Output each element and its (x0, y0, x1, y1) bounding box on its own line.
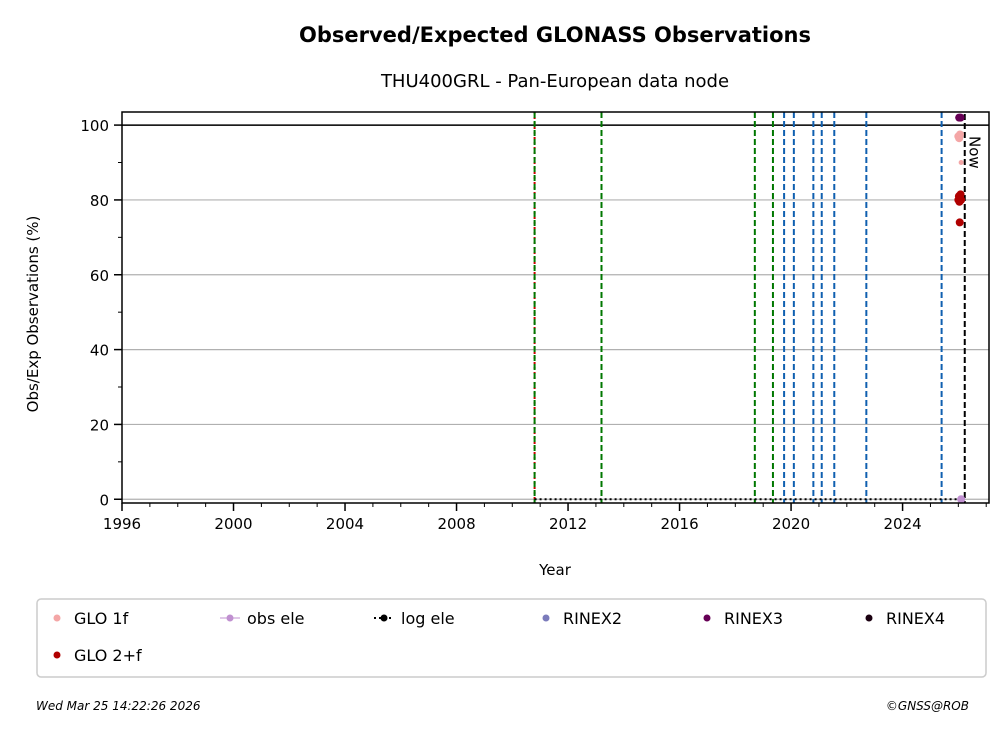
legend-marker (380, 614, 388, 622)
y-tick-label: 40 (90, 342, 109, 360)
legend-marker (703, 614, 711, 622)
legend-marker (53, 614, 61, 622)
legend-marker (542, 614, 550, 622)
x-axis-label: Year (538, 561, 572, 579)
y-tick-label: 0 (99, 491, 109, 509)
y-tick-label: 80 (90, 192, 109, 210)
legend-label: GLO 2+f (74, 646, 142, 665)
now-label: Now (966, 136, 984, 169)
legend-marker (53, 651, 61, 659)
y-tick-label: 100 (80, 117, 109, 135)
x-tick-label: 2016 (660, 515, 698, 533)
x-tick-label: 2024 (883, 515, 921, 533)
x-tick-label: 1996 (103, 515, 141, 533)
x-tick-label: 2004 (326, 515, 364, 533)
x-tick-label: 2000 (214, 515, 252, 533)
data-point (957, 495, 966, 504)
legend-label: RINEX3 (724, 609, 783, 628)
data-point (958, 160, 964, 166)
data-point (955, 218, 964, 227)
legend-label: RINEX2 (563, 609, 622, 628)
footer-credit: ©GNSS@ROB (886, 699, 969, 713)
legend-label: RINEX4 (886, 609, 945, 628)
event-lines (533, 112, 943, 503)
chart-subtitle: THU400GRL - Pan-European data node (380, 71, 729, 92)
legend-marker (226, 614, 234, 622)
legend-marker (865, 614, 873, 622)
y-tick-label: 20 (90, 416, 109, 434)
grid-lines (122, 124, 989, 500)
legend: GLO 1f obs ele log ele RINEX2 RINEX3 RINEX4 GL… (36, 598, 987, 678)
y-axis-label: Obs/Exp Observations (%) (24, 216, 42, 413)
legend-label: GLO 1f (74, 609, 129, 628)
legend-box (36, 598, 987, 678)
data-point (956, 130, 965, 139)
x-tick-label: 2008 (437, 515, 475, 533)
axes: 1996 2000 2004 2008 2012 2016 2020 2024 0 20 40 60 8… (80, 111, 990, 533)
footer-timestamp: Wed Mar 25 14:22:26 2026 (36, 699, 201, 713)
x-tick-label: 2020 (772, 515, 810, 533)
data-point (957, 195, 966, 204)
y-tick-label: 60 (90, 267, 109, 285)
data-series: Now (534, 113, 984, 504)
chart-title: Observed/Expected GLONASS Observations (299, 23, 811, 47)
plot-frame (121, 111, 990, 504)
x-tick-label: 2012 (549, 515, 587, 533)
data-point (956, 113, 965, 122)
legend-label: obs ele (247, 609, 305, 628)
legend-label: log ele (401, 609, 455, 628)
